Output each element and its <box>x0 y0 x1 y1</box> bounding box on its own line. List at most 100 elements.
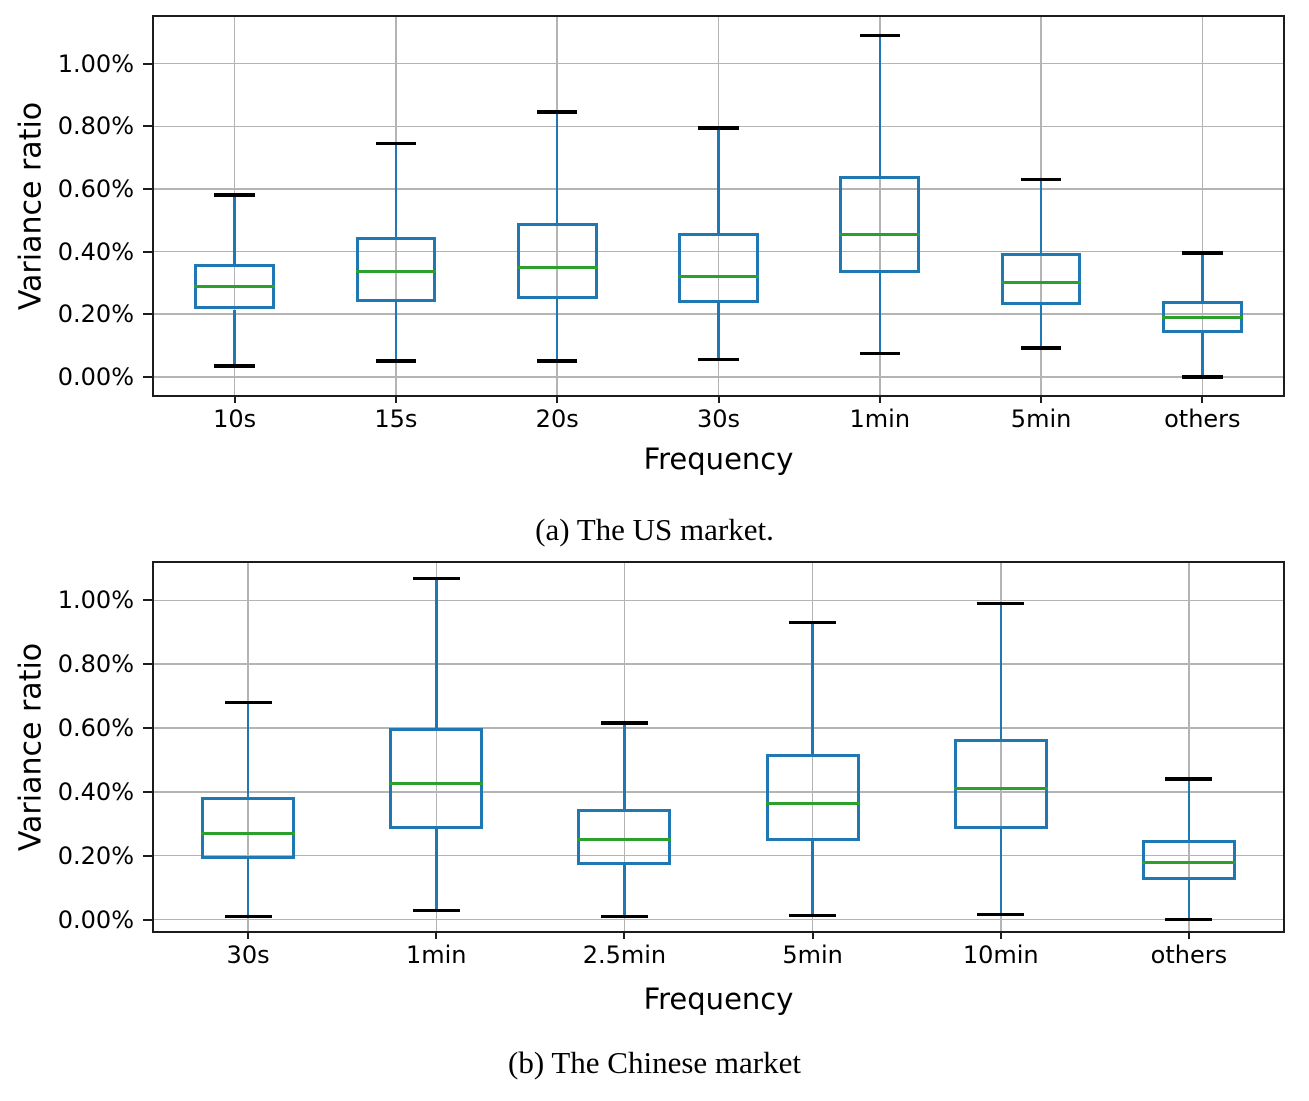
iqr-box <box>516 223 598 299</box>
x-tick-mark <box>811 931 814 939</box>
x-tick-mark <box>878 395 881 403</box>
y-tick-mark <box>142 727 152 729</box>
lower-whisker <box>435 828 438 911</box>
vertical-gridline <box>879 17 881 395</box>
vertical-gridline <box>1000 563 1002 931</box>
lower-whisker <box>811 841 814 916</box>
upper-whisker-cap <box>1182 251 1223 255</box>
upper-whisker <box>623 723 626 810</box>
lower-whisker <box>1187 879 1191 920</box>
x-tick-label: others <box>1164 405 1241 433</box>
lower-whisker-cap <box>1020 346 1062 350</box>
median-line <box>355 270 437 274</box>
x-tick-label: 10s <box>213 405 257 433</box>
horizontal-gridline <box>154 854 1283 857</box>
median-line <box>953 787 1048 791</box>
median-line <box>678 275 759 279</box>
vertical-gridline <box>1201 17 1204 395</box>
iqr-box <box>953 739 1048 829</box>
y-tick-label: 0.80% <box>57 112 134 141</box>
lower-whisker-cap <box>537 359 578 363</box>
median-line <box>839 232 921 236</box>
lower-whisker-cap <box>1165 917 1213 922</box>
median-line <box>389 782 484 786</box>
lower-whisker-cap <box>214 364 255 368</box>
upper-whisker <box>246 702 250 797</box>
x-tick-mark <box>1040 395 1043 403</box>
iqr-box <box>1000 253 1082 305</box>
y-tick-mark <box>142 62 152 65</box>
y-tick-mark <box>142 250 152 253</box>
vertical-gridline <box>1188 563 1190 931</box>
lower-whisker-cap <box>412 908 460 913</box>
median-line <box>765 801 860 805</box>
median-line <box>516 265 598 269</box>
horizontal-gridline <box>154 376 1283 378</box>
y-tick-mark <box>142 313 152 316</box>
x-tick-mark <box>999 931 1002 939</box>
lower-whisker-cap <box>789 913 837 918</box>
iqr-box <box>389 728 484 829</box>
lower-whisker-cap <box>859 351 900 356</box>
lower-whisker <box>717 303 720 360</box>
horizontal-gridline <box>154 727 1283 729</box>
upper-whisker-cap <box>698 126 739 130</box>
upper-whisker <box>999 603 1002 740</box>
y-tick-mark <box>142 854 152 857</box>
upper-whisker-cap <box>537 110 578 114</box>
vertical-gridline <box>435 563 437 931</box>
iqr-box <box>355 237 437 302</box>
chinese-figure-caption: (b) The Chinese market <box>508 1045 801 1080</box>
horizontal-gridline <box>154 250 1283 253</box>
us-x-axis-label: Frequency <box>643 442 794 476</box>
x-tick-label: 2.5min <box>582 941 667 969</box>
x-tick-mark <box>556 395 559 403</box>
upper-whisker-cap <box>789 620 837 625</box>
x-tick-mark <box>623 931 626 939</box>
x-tick-label: 5min <box>782 941 843 969</box>
y-tick-mark <box>142 918 152 921</box>
iqr-box <box>839 176 921 274</box>
y-tick-label: 0.20% <box>57 300 134 329</box>
y-tick-label: 0.40% <box>57 777 134 806</box>
horizontal-gridline <box>154 599 1283 602</box>
upper-whisker-cap <box>224 700 272 705</box>
y-tick-mark <box>142 599 152 602</box>
upper-whisker <box>1201 253 1204 302</box>
upper-whisker-cap <box>375 141 417 146</box>
lower-whisker-cap <box>698 357 739 362</box>
upper-whisker <box>435 578 438 728</box>
chinese-y-axis-label: Variance ratio <box>13 642 49 852</box>
horizontal-gridline <box>154 791 1283 793</box>
lower-whisker <box>623 865 626 917</box>
chinese-market-boxplot-area: 0.00% 0.20% 0.40% 0.60% 0.80% 1.00% 30s 1min 2.5… <box>58 561 1285 969</box>
iqr-box <box>765 753 860 842</box>
us-market-boxplot-area: 0.00% 0.20% 0.40% 0.60% 0.80% 1.00% 10s 15s 20s 3… <box>58 15 1285 433</box>
x-tick-label: others <box>1150 941 1228 969</box>
lower-whisker <box>233 309 236 366</box>
y-tick-label: 0.40% <box>57 237 134 266</box>
upper-whisker <box>394 143 398 238</box>
x-tick-mark <box>1201 395 1204 403</box>
y-tick-label: 1.00% <box>57 49 134 78</box>
upper-whisker <box>811 622 814 754</box>
median-line <box>1162 315 1243 319</box>
x-tick-mark <box>717 395 720 403</box>
y-tick-label: 0.60% <box>57 714 134 742</box>
y-tick-mark <box>142 375 152 378</box>
lower-whisker-cap <box>977 912 1025 917</box>
lower-whisker-cap <box>375 359 417 363</box>
lower-whisker <box>1201 332 1204 377</box>
us-figure-caption: (a) The US market. <box>535 512 774 547</box>
lower-whisker <box>394 301 398 362</box>
x-tick-mark <box>435 931 438 939</box>
upper-whisker-cap <box>1020 177 1062 182</box>
median-line <box>201 831 296 835</box>
upper-whisker-cap <box>600 721 648 725</box>
x-tick-label: 20s <box>535 405 579 433</box>
median-line <box>577 838 672 842</box>
iqr-box <box>1141 839 1236 880</box>
x-tick-label: 1min <box>849 405 911 433</box>
x-tick-label: 30s <box>226 941 270 969</box>
